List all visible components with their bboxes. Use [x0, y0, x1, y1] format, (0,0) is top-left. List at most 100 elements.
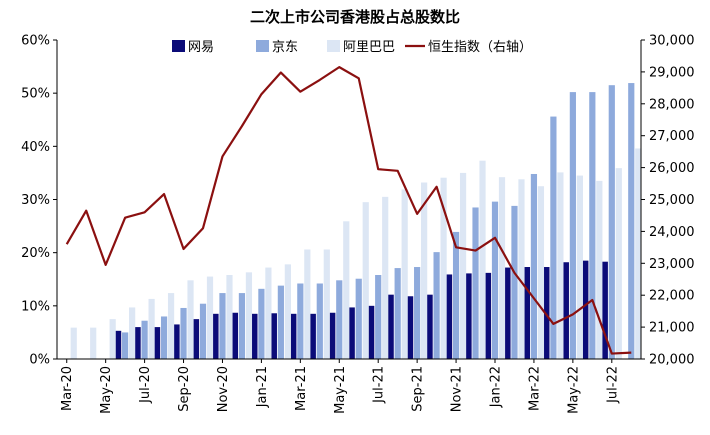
bar-阿里巴巴-Apr-20	[90, 327, 97, 359]
left-tick-label: 20%	[21, 246, 50, 261]
bar-网易-Mar-22	[523, 267, 531, 359]
legend-label-阿里巴巴: 阿里巴巴	[343, 40, 395, 55]
x-tick-label: Mar-20	[60, 366, 75, 411]
x-tick-label: Jul-20	[138, 366, 153, 404]
legend-label-京东: 京东	[272, 40, 298, 55]
bar-网易-Dec-21	[465, 273, 472, 359]
legend-label-恒生指数（右轴）: 恒生指数（右轴）	[428, 40, 532, 55]
legend-swatch-阿里巴巴	[327, 40, 340, 52]
legend: 网易 京东 阿里巴巴 恒生指数（右轴）	[172, 40, 532, 55]
bars-layer	[70, 83, 642, 360]
bar-网易-Aug-20	[153, 327, 161, 359]
bar-京东-Nov-20	[219, 293, 226, 359]
legend-label-网易: 网易	[188, 40, 214, 55]
line-恒生指数（右轴）	[65, 66, 632, 355]
bar-网易-Jun-21	[348, 307, 355, 359]
axes-layer: 0% 10% 20% 30% 40% 50% 60% 20,000 21,000 22,000 23…	[21, 34, 694, 414]
bar-网易-Sep-20	[173, 324, 180, 359]
bar-网易-Dec-20	[231, 312, 239, 359]
bar-阿里巴巴-Apr-21	[323, 249, 330, 359]
x-tick-label: Mar-22	[527, 366, 542, 411]
left-tick-label: 40%	[21, 140, 50, 155]
bar-京东-Nov-21	[452, 231, 460, 359]
right-tick-label: 23,000	[649, 257, 695, 272]
bar-阿里巴巴-Mar-21	[304, 249, 311, 359]
bar-京东-Oct-20	[199, 303, 207, 359]
bar-网易-Jan-22	[484, 272, 492, 359]
bar-京东-Aug-20	[160, 316, 168, 359]
right-tick-label: 26,000	[649, 161, 695, 176]
bar-京东-Jul-21	[375, 275, 382, 359]
bar-京东-Mar-22	[530, 173, 538, 359]
bar-京东-Apr-21	[316, 283, 323, 359]
left-tick-label: 10%	[21, 299, 50, 314]
right-tick-label: 21,000	[649, 321, 695, 336]
left-tick-label: 50%	[21, 87, 50, 102]
bar-阿里巴巴-Aug-22	[635, 148, 642, 359]
legend-swatch-京东	[256, 40, 269, 52]
left-tick-label: 60%	[21, 34, 50, 49]
right-tick-label: 29,000	[649, 65, 695, 80]
x-tick-label: Sep-21	[411, 366, 426, 412]
bar-网易-Jul-22	[601, 261, 608, 359]
bar-京东-Oct-21	[433, 252, 440, 359]
bar-阿里巴巴-Jan-22	[498, 177, 506, 359]
bar-京东-Jun-22	[589, 92, 596, 359]
bar-阿里巴巴-May-21	[343, 221, 350, 359]
bar-阿里巴巴-Dec-21	[479, 160, 486, 359]
bar-网易-Nov-20	[212, 313, 219, 359]
bar-阿里巴巴-Mar-20	[70, 327, 77, 359]
right-tick-label: 22,000	[649, 289, 695, 304]
right-tick-label: 24,000	[649, 225, 695, 240]
left-tick-label: 0%	[29, 353, 50, 368]
bar-京东-Jan-21	[258, 288, 265, 359]
bar-网易-Jul-21	[368, 305, 375, 359]
bar-网易-Nov-21	[445, 274, 453, 359]
x-tick-label: May-22	[566, 366, 581, 414]
bar-京东-Mar-21	[297, 283, 304, 359]
x-tick-label: Nov-21	[450, 366, 465, 412]
bar-阿里巴巴-Oct-21	[440, 177, 447, 359]
x-tick-label: May-21	[333, 366, 348, 414]
x-tick-label: May-20	[99, 366, 114, 414]
x-tick-label: Jul-22	[605, 366, 620, 404]
bar-网易-Mar-21	[290, 313, 297, 359]
bar-阿里巴巴-Feb-22	[518, 179, 525, 359]
bar-阿里巴巴-Jul-20	[148, 298, 155, 359]
bar-京东-Sep-20	[180, 307, 187, 359]
bar-阿里巴巴-May-22	[576, 175, 583, 359]
bar-网易-Feb-21	[270, 313, 277, 359]
bar-网易-Oct-20	[192, 319, 200, 360]
bar-阿里巴巴-Feb-21	[284, 264, 291, 359]
bar-阿里巴巴-Jun-22	[596, 180, 603, 359]
bar-京东-Jul-22	[608, 85, 615, 359]
x-tick-label: Nov-20	[216, 366, 231, 412]
bar-京东-Jan-22	[491, 201, 499, 359]
bar-京东-Feb-21	[277, 285, 284, 359]
chart-title: 二次上市公司香港股占总股数比	[250, 8, 460, 26]
bar-阿里巴巴-Nov-20	[226, 275, 233, 359]
bar-网易-Sep-21	[407, 296, 414, 359]
left-tick-label: 30%	[21, 193, 50, 208]
x-tick-label: Mar-21	[294, 366, 309, 411]
bar-京东-Sep-21	[414, 267, 421, 359]
bar-网易-Jul-20	[134, 327, 141, 359]
bar-京东-May-21	[336, 280, 343, 359]
bar-阿里巴巴-Sep-20	[187, 280, 194, 359]
bar-京东-Jun-21	[355, 278, 362, 359]
x-tick-label: Jul-21	[372, 366, 387, 404]
bar-网易-Jun-20	[115, 330, 122, 359]
bar-网易-Aug-21	[387, 294, 394, 359]
bar-京东-May-22	[569, 92, 576, 359]
bar-网易-Feb-22	[504, 267, 511, 359]
bar-阿里巴巴-Oct-20	[206, 276, 214, 359]
bar-阿里巴巴-Aug-21	[401, 189, 408, 359]
bar-阿里巴巴-Dec-20	[245, 272, 253, 359]
bar-阿里巴巴-Jul-22	[615, 168, 622, 359]
bar-阿里巴巴-Nov-21	[459, 172, 467, 359]
bar-阿里巴巴-Sep-21	[421, 182, 428, 359]
bar-阿里巴巴-Mar-22	[537, 186, 545, 359]
bar-网易-May-22	[562, 262, 569, 359]
bar-阿里巴巴-May-20	[109, 319, 116, 360]
bar-网易-Apr-21	[309, 313, 316, 359]
